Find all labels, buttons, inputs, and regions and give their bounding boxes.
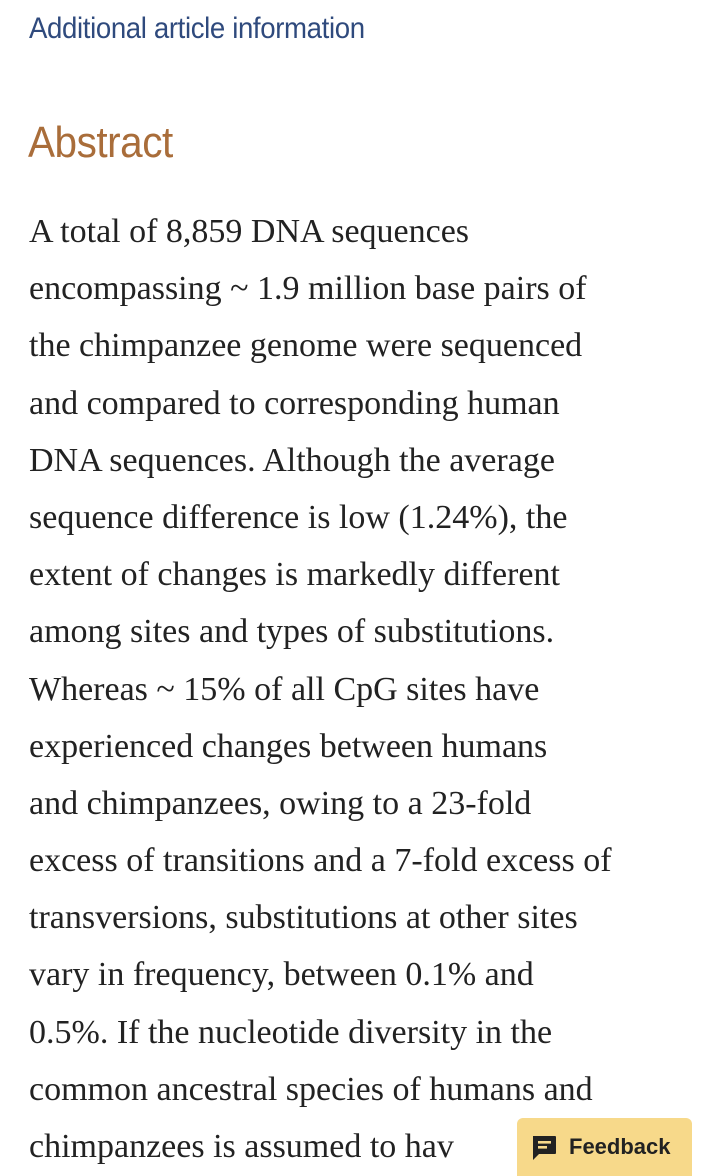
abstract-line: 0.5%. If the nucleotide diversity in the <box>29 1013 553 1051</box>
abstract-line: sequence difference is low (1.24%), the <box>29 498 568 536</box>
abstract-line: transversions, substitutions at other si… <box>29 899 578 937</box>
feedback-icon <box>529 1132 559 1162</box>
abstract-line: DNA sequences. Although the average <box>29 441 555 479</box>
abstract-line: chimpanzees is assumed to hav <box>29 1128 454 1165</box>
abstract-line: experienced changes between humans <box>29 727 548 765</box>
abstract-heading: Abstract <box>28 118 173 167</box>
feedback-button[interactable]: Feedback <box>517 1118 692 1176</box>
abstract-line: common ancestral species of humans and <box>29 1070 593 1108</box>
abstract-line: and compared to corresponding human <box>29 384 560 422</box>
abstract-line: encompassing ~ 1.9 million base pairs of <box>29 270 587 308</box>
abstract-line: Whereas ~ 15% of all CpG sites have <box>29 670 540 708</box>
additional-article-info-link[interactable]: Additional article information <box>29 12 365 45</box>
abstract-line: extent of changes is markedly different <box>29 556 560 594</box>
abstract-text: A total of 8,859 DNA sequences encompass… <box>29 203 709 1175</box>
feedback-label: Feedback <box>569 1134 671 1159</box>
abstract-line: A total of 8,859 DNA sequences <box>29 213 470 250</box>
abstract-line: excess of transitions and a 7-fold exces… <box>29 842 612 880</box>
abstract-line: vary in frequency, between 0.1% and <box>29 956 534 994</box>
abstract-line: among sites and types of substitutions. <box>29 613 555 651</box>
abstract-line: and chimpanzees, owing to a 23-fold <box>29 784 532 822</box>
abstract-line: the chimpanzee genome were sequenced <box>29 327 583 365</box>
